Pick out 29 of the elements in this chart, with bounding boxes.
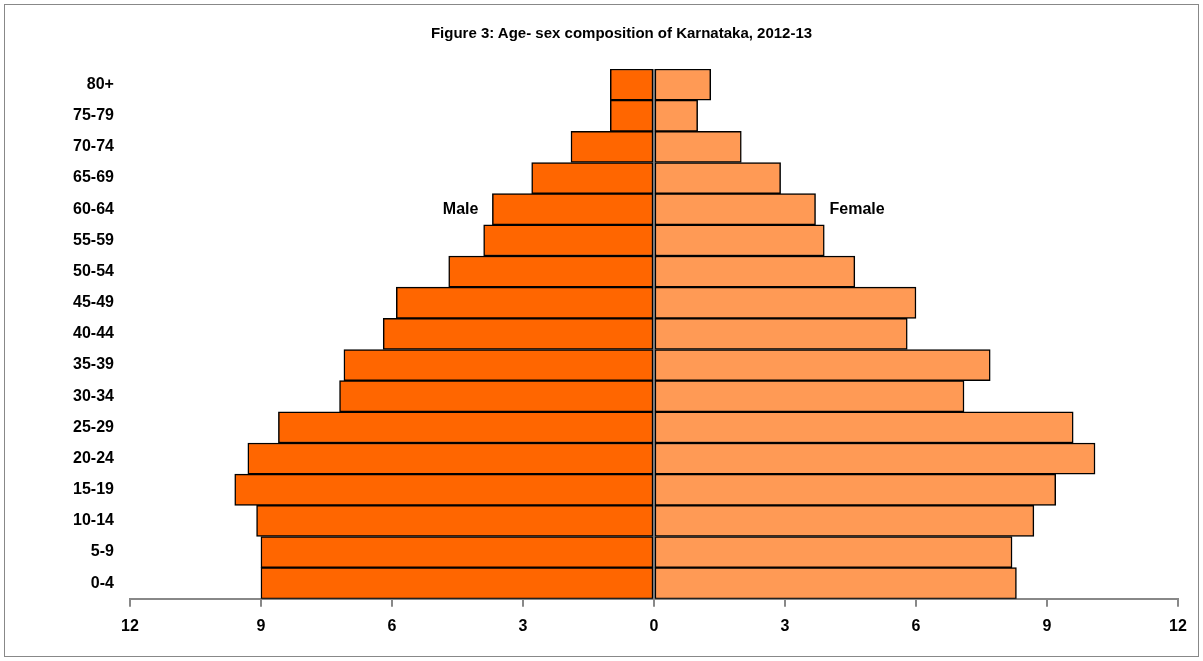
y-tick-label: 55-59 (73, 230, 115, 248)
series-label: Female (829, 199, 885, 217)
chart-title: Figure 3: Age- sex composition of Karnataka, 2012-13 (430, 24, 813, 42)
x-tick-label: 9 (256, 616, 266, 634)
y-tick-label: 60-64 (73, 199, 115, 217)
y-tick-label: 0-4 (90, 573, 115, 591)
x-tick-label: 3 (518, 616, 528, 634)
y-tick-label: 15-19 (73, 480, 115, 498)
y-tick-label: 45-49 (73, 293, 115, 311)
series-label: Male (442, 199, 479, 217)
x-tick-label: 9 (1042, 616, 1052, 634)
y-tick-label: 35-39 (73, 355, 115, 373)
x-tick-label: 3 (780, 616, 790, 634)
y-tick-label: 65-69 (73, 168, 115, 186)
y-tick-label: 5-9 (90, 542, 115, 560)
x-tick-label: 6 (387, 616, 397, 634)
x-tick-label: 12 (1169, 616, 1187, 634)
y-tick-label: 70-74 (73, 137, 115, 155)
y-tick-label: 25-29 (73, 417, 115, 435)
x-tick-label: 12 (121, 616, 139, 634)
y-tick-label: 50-54 (73, 261, 115, 279)
y-tick-label: 75-79 (73, 106, 115, 124)
x-tick-label: 6 (911, 616, 921, 634)
y-tick-label: 30-34 (73, 386, 115, 404)
y-tick-label: 20-24 (73, 448, 115, 466)
y-tick-label: 40-44 (73, 324, 115, 342)
y-tick-label: 10-14 (73, 511, 115, 529)
y-tick-label: 80+ (86, 74, 114, 92)
x-tick-label: 0 (649, 616, 659, 634)
